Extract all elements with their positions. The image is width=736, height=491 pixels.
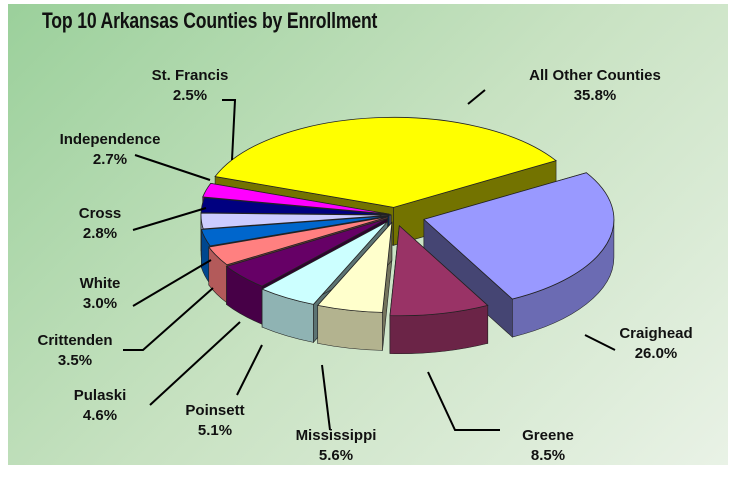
leader-line-st-francis (222, 99, 237, 161)
slice-label-poinsett: Poinsett (185, 402, 244, 419)
slice-pulaski (225, 218, 388, 287)
leader-line-crittenden (123, 287, 214, 351)
leader-line-cross (132, 207, 207, 231)
slice-independence (200, 197, 392, 216)
slice-label-crittenden: Crittenden (38, 332, 113, 349)
slice-value-mississippi: 5.6% (319, 447, 353, 464)
leader-line-white (132, 259, 212, 307)
slice-label-st-francis: St. Francis (152, 67, 229, 84)
leader-line-craighead (584, 334, 616, 351)
slice-label-independence: Independence (60, 131, 161, 148)
slice-all-other-counties (214, 116, 557, 208)
leader-line-all-other-counties (467, 89, 486, 105)
slice-mississippi (316, 221, 393, 313)
slice-white (200, 215, 390, 247)
slice-greene (389, 224, 489, 317)
slice-crittenden (208, 216, 388, 266)
slice-value-poinsett: 5.1% (198, 422, 232, 439)
slice-value-st-francis: 2.5% (173, 87, 207, 104)
slice-label-pulaski: Pulaski (74, 387, 127, 404)
slice-value-white: 3.0% (83, 295, 117, 312)
slice-labels: All Other Counties 35.8% Craighead 26.0% Gre… (38, 67, 693, 464)
leader-line-mississippi (321, 364, 331, 431)
slice-poinsett (261, 221, 388, 305)
slice-label-mississippi: Mississippi (296, 427, 377, 444)
slice-st-francis (202, 182, 390, 215)
slice-value-pulaski: 4.6% (83, 407, 117, 424)
leader-line-poinsett (236, 344, 263, 396)
slice-label-cross: Cross (79, 205, 122, 222)
leader-line-independence (134, 154, 211, 181)
slice-value-cross: 2.8% (83, 225, 117, 242)
slice-label-all-other-counties: All Other Counties (529, 67, 661, 84)
leader-line-greene (427, 371, 500, 431)
slice-craighead (423, 172, 615, 300)
slice-label-greene: Greene (522, 427, 574, 444)
leader-lines (123, 89, 616, 431)
slice-label-white: White (80, 275, 121, 292)
slice-value-greene: 8.5% (531, 447, 565, 464)
slice-value-craighead: 26.0% (635, 345, 678, 362)
leader-line-pulaski (149, 321, 241, 406)
pie-tops (200, 116, 615, 317)
slice-label-craighead: Craighead (619, 325, 692, 342)
slice-value-all-other-counties: 35.8% (574, 87, 617, 104)
chart-title: Top 10 Arkansas Counties by Enrollment (42, 8, 378, 33)
slice-value-crittenden: 3.5% (58, 352, 92, 369)
slice-value-independence: 2.7% (93, 151, 127, 168)
